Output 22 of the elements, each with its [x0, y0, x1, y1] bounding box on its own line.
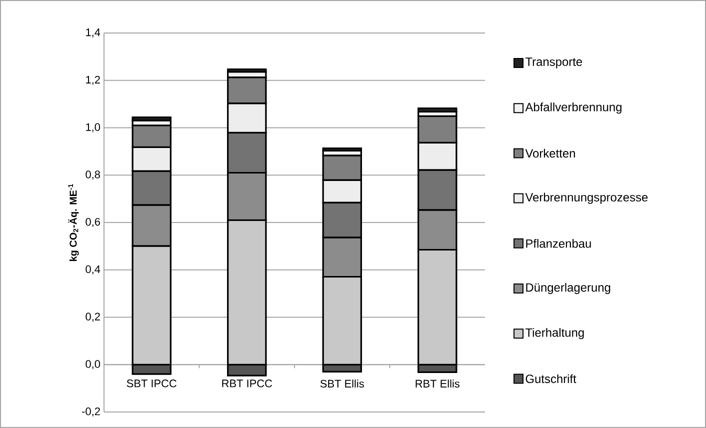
x-tick-label: SBT IPCC: [126, 380, 176, 388]
y-tick-label: 1,4: [86, 28, 100, 38]
x-tick-label: RBT Ellis: [416, 380, 460, 388]
x-tick-label: RBT IPCC: [222, 380, 272, 388]
legend-label: Abfallverbrennung: [525, 102, 622, 114]
legend-label: Vorketten: [525, 148, 575, 158]
y-tick-label: 1,0: [86, 123, 100, 132]
y-tick-label: 0,4: [86, 265, 100, 274]
x-tick-label: SBT Ellis: [320, 380, 364, 388]
legend-label: Pflanzenbau: [526, 239, 591, 248]
legend-label: Düngerlagerung: [526, 282, 610, 294]
y-tick-label: 0,0: [86, 360, 100, 370]
y-tick-label: -0,2: [82, 407, 100, 417]
legend-label: Gutschrift: [526, 374, 576, 384]
y-tick-label: 0,8: [86, 170, 100, 180]
y-tick-label: 0,2: [86, 312, 100, 322]
y-tick-label: 1,2: [86, 76, 100, 85]
legend-label: Verbrennungsprozesse: [525, 192, 648, 204]
y-tick-label: 0,6: [86, 218, 100, 228]
legend-label: Transporte: [525, 58, 582, 68]
y-axis-title: kg CO$_{2}$-Äq. ME$^{-1}$: [68, 184, 79, 261]
legend-label: Tierhaltung: [525, 328, 584, 340]
